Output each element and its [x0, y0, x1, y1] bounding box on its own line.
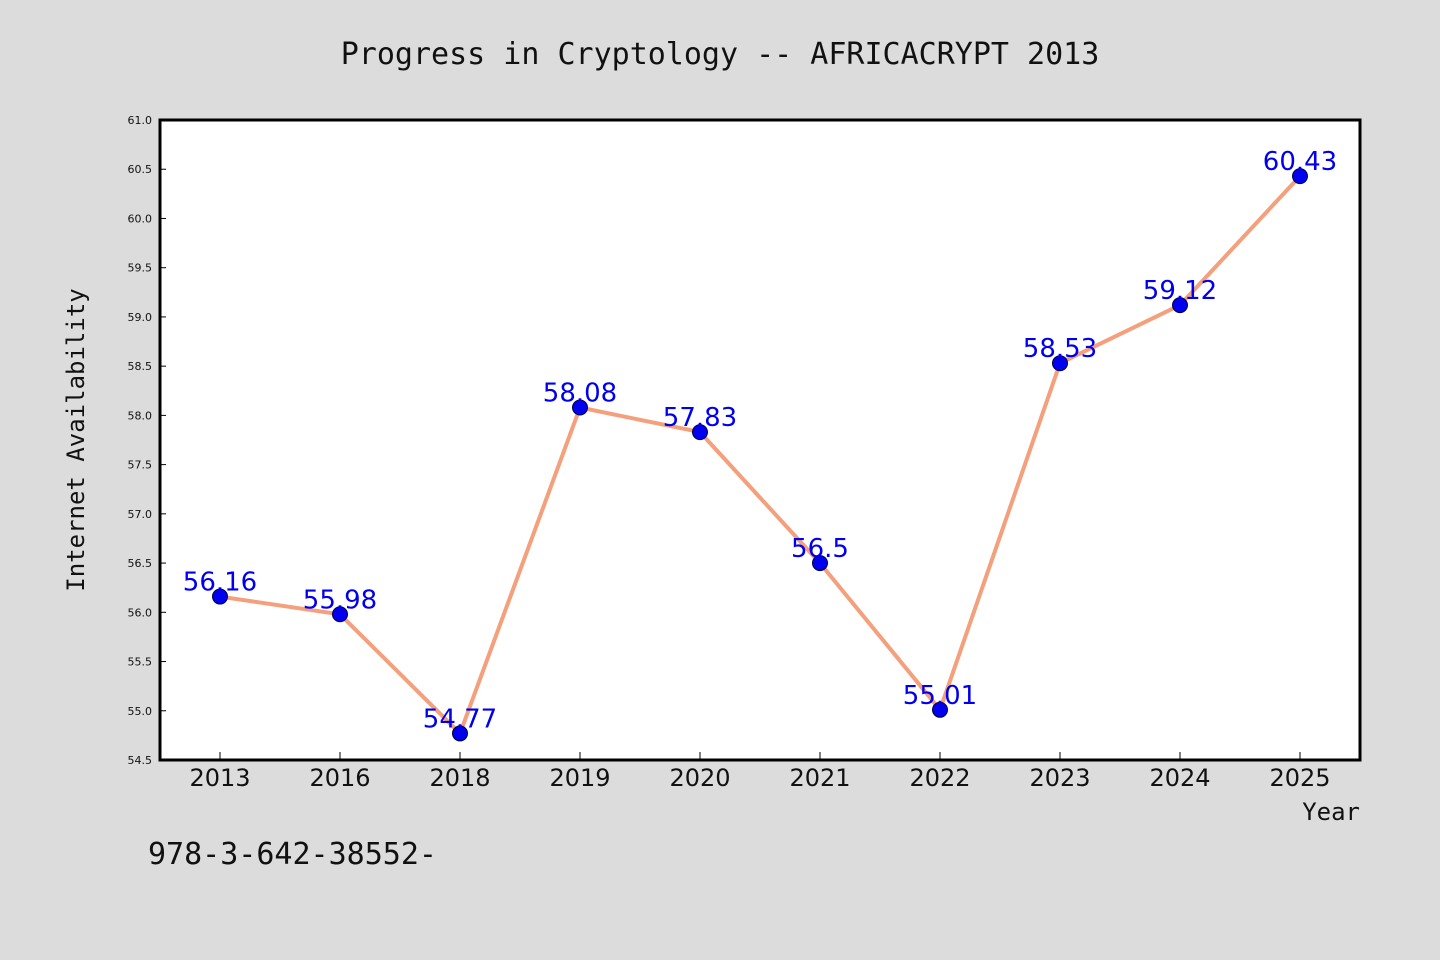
- x-axis-label: Year: [1302, 798, 1360, 826]
- y-axis-label: Internet Availability: [62, 288, 90, 591]
- x-tick-label: 2025: [1269, 764, 1330, 792]
- data-point: [692, 424, 708, 441]
- y-tick-label: 56.5: [128, 557, 153, 570]
- data-point: [212, 588, 228, 605]
- y-axis-ticks: 54.5 55.0 55.5 56.0 56.5 57.0 57.5 58.0 58.5 59.0…: [128, 114, 166, 767]
- data-point: [1292, 168, 1308, 185]
- x-tick-label: 2023: [1029, 764, 1090, 792]
- data-point: [1172, 297, 1188, 314]
- data-point: [1052, 355, 1068, 372]
- y-tick-label: 57.0: [128, 508, 153, 521]
- data-label: 57.83: [663, 403, 737, 433]
- data-point: [572, 399, 588, 416]
- data-label: 58.53: [1023, 334, 1097, 364]
- data-label: 60.43: [1263, 147, 1337, 177]
- plot-area: [160, 120, 1360, 760]
- x-axis-ticks: 2013 2016 2018 2019 2020 2021 2022 2023 2024 2025: [189, 752, 1331, 792]
- data-point: [932, 701, 948, 718]
- y-tick-label: 60.5: [128, 163, 153, 176]
- data-point: [452, 725, 468, 742]
- data-point: [332, 606, 348, 623]
- x-tick-label: 2018: [429, 764, 490, 792]
- y-tick-label: 55.0: [128, 705, 153, 718]
- plot-frame: [158, 118, 1362, 762]
- data-label: 54.77: [423, 704, 497, 734]
- y-tick-label: 57.5: [128, 459, 153, 472]
- x-tick-label: 2020: [669, 764, 730, 792]
- data-labels: 56.16 55.98 54.77 58.08 57.83 56.5 55.01 58.53 5…: [183, 147, 1337, 734]
- data-label: 55.98: [303, 585, 377, 615]
- x-tick-label: 2019: [549, 764, 610, 792]
- data-label: 58.08: [543, 379, 617, 409]
- data-label: 56.16: [183, 568, 257, 598]
- data-label: 59.12: [1143, 276, 1217, 306]
- y-tick-label: 60.0: [128, 212, 153, 225]
- y-tick-label: 58.0: [128, 409, 153, 422]
- data-label: 55.01: [903, 681, 977, 711]
- series-line: [219, 174, 1302, 736]
- y-tick-label: 59.0: [128, 311, 153, 324]
- y-tick-label: 54.5: [128, 754, 153, 767]
- x-tick-label: 2013: [189, 764, 250, 792]
- y-tick-label: 55.5: [128, 656, 153, 669]
- data-points: [212, 168, 1308, 742]
- footnote-isbn: 978-3-642-38552-: [148, 837, 437, 872]
- y-tick-label: 59.5: [128, 262, 153, 275]
- x-tick-label: 2021: [789, 764, 850, 792]
- x-tick-label: 2022: [909, 764, 970, 792]
- data-label: 56.5: [791, 534, 849, 564]
- x-tick-label: 2016: [309, 764, 370, 792]
- y-tick-label: 61.0: [128, 114, 153, 127]
- y-tick-label: 58.5: [128, 360, 153, 373]
- chart-title: Progress in Cryptology -- AFRICACRYPT 20…: [341, 37, 1100, 72]
- y-tick-label: 56.0: [128, 606, 153, 619]
- x-tick-label: 2024: [1149, 764, 1210, 792]
- data-point: [812, 555, 828, 572]
